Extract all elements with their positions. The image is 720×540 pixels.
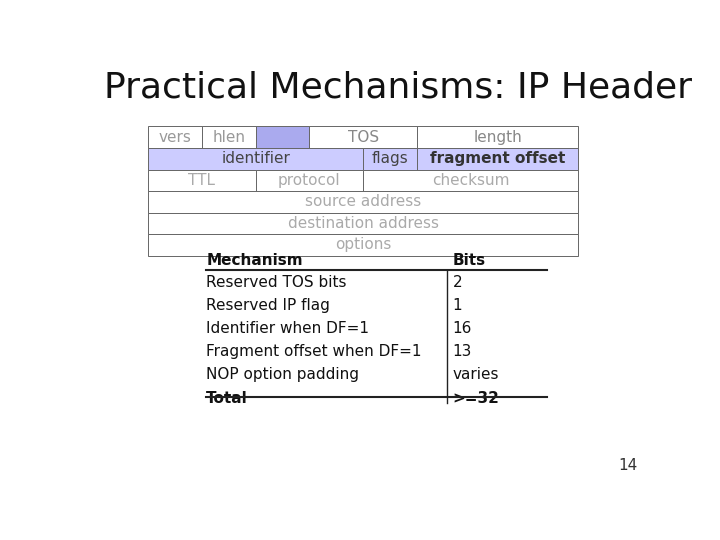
Text: TTL: TTL [189,173,215,188]
Text: Practical Mechanisms: IP Header: Practical Mechanisms: IP Header [104,71,692,105]
Text: NOP option padding: NOP option padding [206,367,359,382]
Text: checksum: checksum [432,173,510,188]
Text: Identifier when DF=1: Identifier when DF=1 [206,321,369,336]
Text: Total: Total [206,390,248,406]
Text: length: length [473,130,522,145]
Bar [148,148,363,170]
Text: 14: 14 [618,458,637,473]
Bar [256,170,363,191]
Text: TOS: TOS [348,130,379,145]
Bar [148,191,578,213]
Text: options: options [335,238,392,253]
Bar [417,148,578,170]
Text: Reserved IP flag: Reserved IP flag [206,298,330,313]
Bar [256,126,310,148]
Text: hlen: hlen [212,130,246,145]
Text: source address: source address [305,194,421,210]
Text: Mechanism: Mechanism [206,253,303,268]
Text: Reserved TOS bits: Reserved TOS bits [206,275,347,290]
Text: 16: 16 [453,321,472,336]
Bar [148,126,202,148]
Text: 13: 13 [453,345,472,359]
Bar [310,126,417,148]
Text: identifier: identifier [221,151,290,166]
Text: Fragment offset when DF=1: Fragment offset when DF=1 [206,345,422,359]
Bar [363,170,578,191]
Text: 2: 2 [453,275,462,290]
Bar [363,148,417,170]
Text: >=32: >=32 [453,390,500,406]
Text: flags: flags [372,151,408,166]
Text: Bits: Bits [453,253,486,268]
Bar [417,126,578,148]
Bar [148,213,578,234]
Text: fragment offset: fragment offset [430,151,565,166]
Text: protocol: protocol [278,173,341,188]
Text: 1: 1 [453,298,462,313]
Bar [148,234,578,256]
Bar [202,126,256,148]
Text: vers: vers [158,130,192,145]
Text: destination address: destination address [288,216,438,231]
Bar [148,170,256,191]
Text: varies: varies [453,367,499,382]
